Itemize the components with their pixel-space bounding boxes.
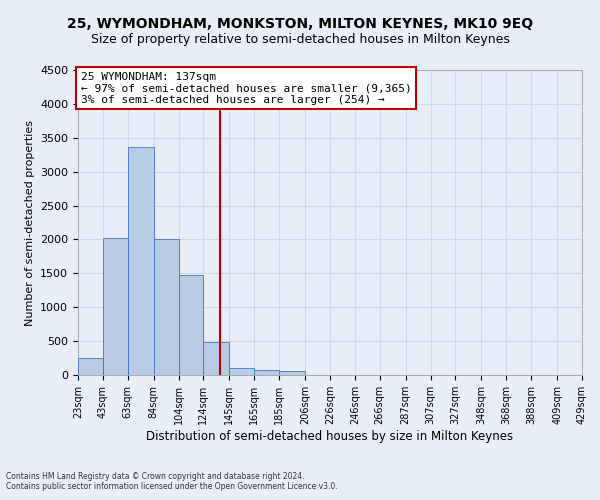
Bar bbox=[128, 148, 154, 375]
Text: Contains public sector information licensed under the Open Government Licence v3: Contains public sector information licen… bbox=[6, 482, 338, 491]
Bar bbox=[203, 342, 229, 375]
Bar bbox=[179, 276, 203, 375]
Bar bbox=[229, 368, 254, 375]
Bar bbox=[279, 372, 305, 375]
Text: Contains HM Land Registry data © Crown copyright and database right 2024.: Contains HM Land Registry data © Crown c… bbox=[6, 472, 305, 481]
Text: 25, WYMONDHAM, MONKSTON, MILTON KEYNES, MK10 9EQ: 25, WYMONDHAM, MONKSTON, MILTON KEYNES, … bbox=[67, 18, 533, 32]
Text: 25 WYMONDHAM: 137sqm
← 97% of semi-detached houses are smaller (9,365)
3% of sem: 25 WYMONDHAM: 137sqm ← 97% of semi-detac… bbox=[80, 72, 411, 104]
Text: Size of property relative to semi-detached houses in Milton Keynes: Size of property relative to semi-detach… bbox=[91, 32, 509, 46]
Bar bbox=[254, 370, 279, 375]
X-axis label: Distribution of semi-detached houses by size in Milton Keynes: Distribution of semi-detached houses by … bbox=[146, 430, 514, 442]
Bar bbox=[154, 239, 179, 375]
Bar bbox=[78, 358, 103, 375]
Bar bbox=[103, 238, 128, 375]
Y-axis label: Number of semi-detached properties: Number of semi-detached properties bbox=[25, 120, 35, 326]
